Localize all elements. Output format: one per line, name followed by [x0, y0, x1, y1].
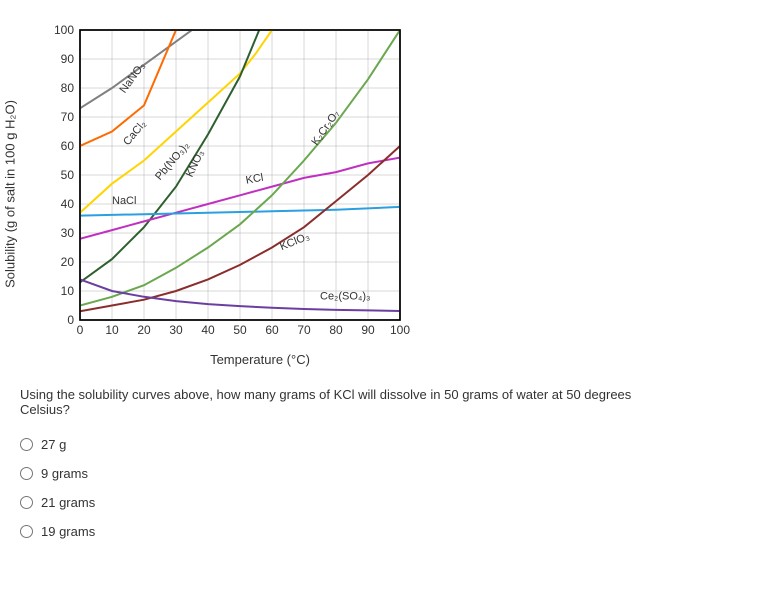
svg-text:10: 10 — [61, 284, 75, 298]
svg-text:40: 40 — [201, 323, 215, 337]
answer-option[interactable]: 21 grams — [20, 495, 740, 510]
answer-radio[interactable] — [20, 496, 33, 509]
solubility-chart: Solubility (g of salt in 100 g H₂O) 0102… — [20, 20, 450, 367]
svg-text:90: 90 — [61, 52, 75, 66]
svg-text:100: 100 — [54, 23, 74, 37]
answer-option[interactable]: 9 grams — [20, 466, 740, 481]
svg-text:80: 80 — [329, 323, 343, 337]
svg-text:NaCl: NaCl — [112, 195, 136, 207]
answer-label: 19 grams — [41, 524, 95, 539]
svg-text:10: 10 — [105, 323, 119, 337]
svg-text:100: 100 — [390, 323, 410, 337]
svg-text:90: 90 — [361, 323, 375, 337]
svg-text:Ce₂(SO₄)₃: Ce₂(SO₄)₃ — [320, 291, 371, 303]
answer-option[interactable]: 19 grams — [20, 524, 740, 539]
svg-text:0: 0 — [77, 323, 84, 337]
svg-text:70: 70 — [297, 323, 311, 337]
svg-text:20: 20 — [61, 255, 75, 269]
svg-text:50: 50 — [61, 168, 75, 182]
answer-radio[interactable] — [20, 438, 33, 451]
chart-svg: 0 10 20 30 40 50 60 70 80 90 100 0 10 20 30 40 50 60 70 80 9… — [20, 20, 420, 350]
answer-label: 9 grams — [41, 466, 88, 481]
answer-radio[interactable] — [20, 467, 33, 480]
answer-label: 21 grams — [41, 495, 95, 510]
y-axis-label: Solubility (g of salt in 100 g H₂O) — [3, 100, 18, 288]
svg-text:30: 30 — [169, 323, 183, 337]
svg-text:40: 40 — [61, 197, 75, 211]
svg-text:70: 70 — [61, 110, 75, 124]
svg-text:50: 50 — [233, 323, 247, 337]
svg-text:80: 80 — [61, 81, 75, 95]
answer-radio[interactable] — [20, 525, 33, 538]
svg-text:20: 20 — [137, 323, 151, 337]
answer-label: 27 g — [41, 437, 66, 452]
x-axis-label: Temperature (°C) — [70, 352, 450, 367]
question-text: Using the solubility curves above, how m… — [20, 387, 640, 417]
answer-option[interactable]: 27 g — [20, 437, 740, 452]
svg-text:60: 60 — [265, 323, 279, 337]
answer-options: 27 g 9 grams 21 grams 19 grams — [20, 437, 740, 539]
svg-text:30: 30 — [61, 226, 75, 240]
svg-text:60: 60 — [61, 139, 75, 153]
svg-text:0: 0 — [67, 313, 74, 327]
